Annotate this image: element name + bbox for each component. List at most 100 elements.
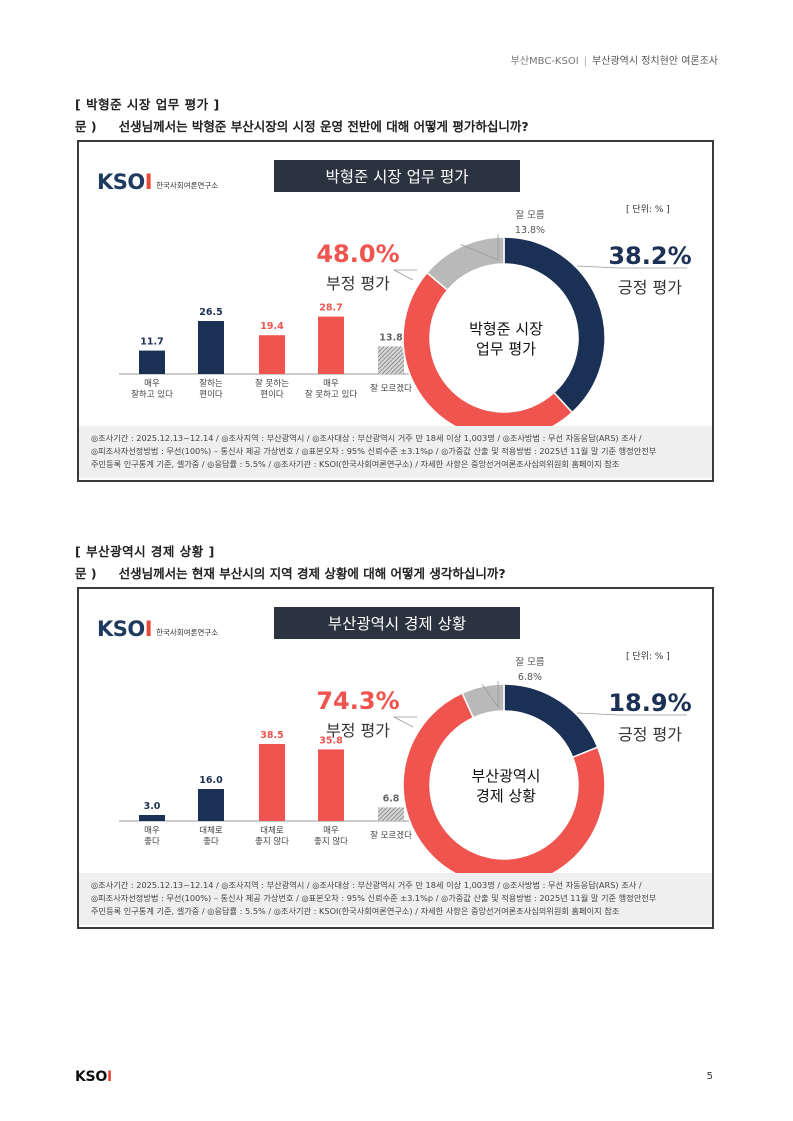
header-left: 부산MBC-KSOI xyxy=(510,56,579,67)
leader-line-pos xyxy=(576,712,687,716)
bar-category-label: 잘 모르겠다 xyxy=(370,830,412,841)
chart-panel-1: KSOI 한국사회여론연구소 박형준 시장 업무 평가 [ 단위: % ] 11… xyxy=(77,140,714,482)
bar-value-label: 35.8 xyxy=(319,735,343,746)
dont-know-value: 13.8% xyxy=(515,225,545,236)
footer-line-3: 주민등록 인구통계 기준, 셀가중 / ◎응답률 : 5.5% / ◎조사기관 … xyxy=(91,459,620,469)
leader-line-neg xyxy=(393,269,417,281)
question-text: 선생님께서는 현재 부산시의 지역 경제 상황에 대해 어떻게 생각하십니까? xyxy=(118,566,506,581)
bar-1 xyxy=(139,815,165,821)
bar-category-label: 잘 못하는 xyxy=(255,378,289,389)
question-text: 선생님께서는 박형준 부산시장의 시정 운영 전반에 대해 어떻게 평가하십니까… xyxy=(118,119,529,134)
negative-label: 부정 평가 xyxy=(326,274,390,293)
header-separator: | xyxy=(583,56,588,67)
positive-percent: 18.9% xyxy=(608,689,691,717)
bar-2 xyxy=(198,321,224,374)
donut-negative xyxy=(402,692,606,873)
chart-panel-2: KSOI 한국사회여론연구소 부산광역시 경제 상황 [ 단위: % ] 3.0… xyxy=(77,587,714,929)
logo-subtitle: 한국사회여론연구소 xyxy=(156,627,219,637)
logo-subtitle: 한국사회여론연구소 xyxy=(156,180,219,190)
bar-2 xyxy=(198,789,224,821)
bar-category-label: 좋다 xyxy=(144,837,160,847)
survey-footer: ◎조사기간 : 2025.12.13~12.14 / ◎조사지역 : 부산광역시… xyxy=(79,426,712,478)
bar-value-label: 3.0 xyxy=(144,801,161,812)
bar-category-label: 잘하고 있다 xyxy=(131,389,173,400)
bar-3 xyxy=(259,335,285,374)
bar-value-label: 16.0 xyxy=(199,775,223,786)
bar-value-label: 11.7 xyxy=(140,337,163,348)
footer-logo: KSOI xyxy=(75,1069,112,1085)
leader-line-dk xyxy=(460,234,499,261)
survey-footer: ◎조사기간 : 2025.12.13~12.14 / ◎조사지역 : 부산광역시… xyxy=(79,873,712,925)
footer-line-1: ◎조사기간 : 2025.12.13~12.14 / ◎조사지역 : 부산광역시… xyxy=(91,880,642,890)
bar-3 xyxy=(259,744,285,821)
donut-dont-know xyxy=(425,236,505,292)
footer-line-2: ◎피조사자선정방법 : 무선(100%) – 통신사 제공 가상번호 / ◎표본… xyxy=(91,446,657,456)
positive-label: 긍정 평가 xyxy=(618,278,682,297)
bar-4 xyxy=(318,316,344,374)
dont-know-label: 잘 모름 xyxy=(515,656,544,668)
negative-label: 부정 평가 xyxy=(326,721,390,740)
positive-label: 긍정 평가 xyxy=(618,725,682,744)
donut-center-label: 박형준 시장 xyxy=(469,320,543,338)
page-header: 부산MBC-KSOI | 부산광역시 정치현안 여론조사 xyxy=(511,52,718,67)
donut-center-label: 업무 평가 xyxy=(476,340,536,358)
bar-category-label: 잘 모르겠다 xyxy=(370,383,412,394)
unit-label: [ 단위: % ] xyxy=(626,652,670,662)
leader-line-pos xyxy=(576,265,687,269)
section-2-title: [ 부산광역시 경제 상황 ] xyxy=(75,544,215,559)
ksoi-logo: KSOI 한국사회여론연구소 xyxy=(97,617,218,641)
logo-word: KSOI xyxy=(97,617,153,641)
bar-value-label: 26.5 xyxy=(199,307,222,318)
bar-5 xyxy=(378,807,404,821)
section-2-question: 문 ) 선생님께서는 현재 부산시의 지역 경제 상황에 대해 어떻게 생각하십니… xyxy=(75,563,506,582)
dont-know-label: 잘 모름 xyxy=(515,209,544,221)
bar-value-label: 38.5 xyxy=(260,730,283,741)
bar-4 xyxy=(318,749,344,821)
question-prefix: 문 ) xyxy=(75,566,97,581)
bar-category-label: 매우 xyxy=(144,826,160,836)
bar-value-label: 19.4 xyxy=(260,321,284,332)
panel-title: 박형준 시장 업무 평가 xyxy=(274,160,520,192)
page-number: 5 xyxy=(706,1071,713,1082)
bar-category-label: 잘하는 xyxy=(199,378,223,389)
positive-percent: 38.2% xyxy=(608,242,691,270)
bar-category-label: 편이다 xyxy=(199,389,223,400)
bar-1 xyxy=(139,350,165,374)
bar-value-label: 13.8 xyxy=(379,332,403,343)
question-prefix: 문 ) xyxy=(75,119,97,134)
negative-percent: 48.0% xyxy=(316,240,399,268)
dont-know-value: 6.8% xyxy=(518,672,542,683)
donut-dont-know xyxy=(461,683,505,719)
header-right: 부산광역시 정치현안 여론조사 xyxy=(592,56,718,67)
footer-line-1: ◎조사기간 : 2025.12.13~12.14 / ◎조사지역 : 부산광역시… xyxy=(91,433,642,443)
bar-value-label: 6.8 xyxy=(383,793,400,804)
section-1-title: [ 박형준 시장 업무 평가 ] xyxy=(75,97,220,112)
bar-category-label: 대체로 xyxy=(260,825,284,836)
bar-category-label: 매우 xyxy=(323,379,339,389)
panel-title: 부산광역시 경제 상황 xyxy=(274,607,520,639)
bar-category-label: 잘 못하고 있다 xyxy=(305,389,358,400)
ksoi-logo: KSOI 한국사회여론연구소 xyxy=(97,170,218,194)
bar-category-label: 대체로 xyxy=(199,825,223,836)
donut-center-label: 부산광역시 xyxy=(471,767,540,785)
bar-category-label: 매우 xyxy=(144,379,160,389)
bar-category-label: 매우 xyxy=(323,826,339,836)
leader-line-neg xyxy=(393,716,417,728)
bar-5 xyxy=(378,346,404,374)
donut-negative xyxy=(402,271,574,426)
logo-word: KSOI xyxy=(97,170,153,194)
leader-line-dk xyxy=(481,681,499,709)
negative-percent: 74.3% xyxy=(316,687,399,715)
donut-center-label: 경제 상황 xyxy=(476,787,536,805)
bar-category-label: 좋지 않다 xyxy=(314,837,348,847)
footer-line-2: ◎피조사자선정방법 : 무선(100%) – 통신사 제공 가상번호 / ◎표본… xyxy=(91,893,657,903)
bar-category-label: 편이다 xyxy=(260,389,284,400)
bar-category-label: 좋다 xyxy=(203,837,219,847)
footer-line-3: 주민등록 인구통계 기준, 셀가중 / ◎응답률 : 5.5% / ◎조사기관 … xyxy=(91,906,620,916)
donut-positive xyxy=(503,683,599,759)
bar-category-label: 좋지 않다 xyxy=(255,837,289,847)
section-1-question: 문 ) 선생님께서는 박형준 부산시장의 시정 운영 전반에 대해 어떻게 평가하… xyxy=(75,116,529,135)
unit-label: [ 단위: % ] xyxy=(626,205,670,215)
bar-value-label: 28.7 xyxy=(319,303,342,314)
